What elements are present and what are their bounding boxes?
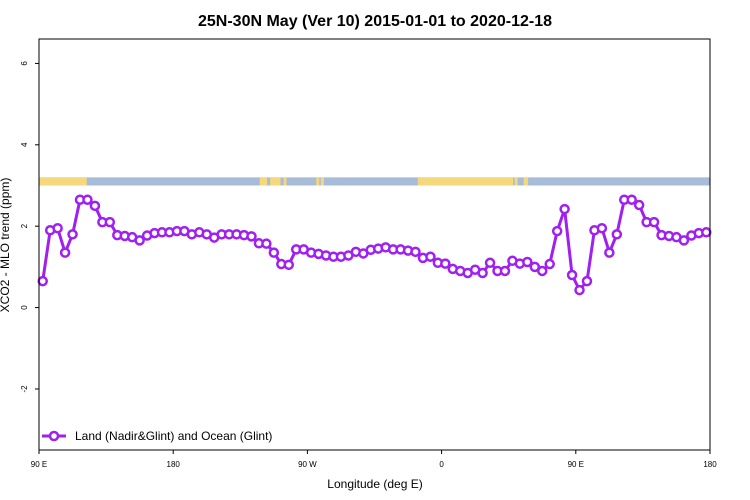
land-segment — [270, 177, 281, 186]
y-tick-label: 4 — [20, 142, 29, 147]
y-tick-label: -2 — [20, 385, 29, 393]
land-segment — [259, 177, 268, 186]
data-point — [581, 275, 593, 287]
legend-label: Land (Nadir&Glint) and Ocean (Glint) — [75, 429, 272, 443]
legend: Land (Nadir&Glint) and Ocean (Glint) — [42, 429, 272, 443]
data-point — [59, 247, 71, 258]
data-point — [52, 222, 63, 234]
data-point — [611, 229, 623, 240]
plot-frame — [38, 38, 711, 451]
land-segment — [514, 177, 518, 186]
x-tick-label: 90 E — [568, 460, 584, 469]
data-point — [648, 216, 660, 228]
data-point — [529, 261, 541, 273]
data-point — [596, 222, 608, 234]
data-point — [678, 235, 690, 246]
axes: 90 E 180 90 W 0 90 E 180 -2 0 2 4 6 — [20, 61, 717, 469]
land-segment — [283, 177, 287, 186]
data-point — [268, 247, 280, 258]
data-point — [522, 256, 533, 268]
x-tick-label: 180 — [167, 460, 181, 469]
land-segment — [39, 177, 87, 186]
data-point — [559, 203, 570, 215]
data-point — [104, 216, 116, 228]
y-tick-label: 0 — [20, 305, 29, 310]
data-point — [82, 194, 93, 205]
data-point — [551, 225, 563, 237]
data-point — [440, 258, 451, 269]
series-layer — [37, 194, 712, 296]
land-segment — [320, 177, 324, 186]
data-point — [477, 267, 488, 279]
data-point — [604, 247, 615, 258]
data-point — [410, 246, 421, 258]
ocean-band — [39, 177, 710, 186]
data-point — [537, 265, 548, 277]
land-segment — [419, 177, 514, 186]
data-point — [246, 231, 257, 242]
data-point — [484, 257, 496, 269]
data-point — [283, 259, 295, 271]
data-point — [89, 200, 101, 212]
data-point — [134, 235, 145, 246]
land-segment — [523, 177, 529, 186]
data-point — [37, 275, 48, 287]
data-point — [701, 227, 712, 238]
land-ocean-band — [39, 177, 710, 186]
data-point — [566, 269, 578, 281]
data-point — [574, 284, 585, 296]
y-tick-label: 2 — [20, 223, 29, 228]
x-tick-label: 0 — [439, 460, 444, 469]
x-axis-label: Longitude (deg E) — [327, 477, 422, 491]
x-tick-label: 90 E — [31, 460, 47, 469]
legend-marker — [48, 430, 60, 442]
data-point — [633, 199, 645, 211]
data-point — [425, 251, 436, 262]
data-point — [544, 258, 555, 270]
land-segment — [417, 177, 420, 186]
y-tick-label: 6 — [20, 61, 29, 66]
data-point — [499, 265, 511, 277]
x-tick-label: 180 — [703, 460, 717, 469]
data-point — [261, 238, 272, 249]
land-segment — [316, 177, 320, 186]
x-tick-label: 90 W — [298, 460, 317, 469]
chart-title: 25N-30N May (Ver 10) 2015-01-01 to 2020-… — [198, 13, 552, 30]
data-point — [67, 229, 78, 240]
data-point — [626, 194, 637, 205]
y-axis-label: XCO2 - MLO trend (ppm) — [0, 178, 12, 313]
